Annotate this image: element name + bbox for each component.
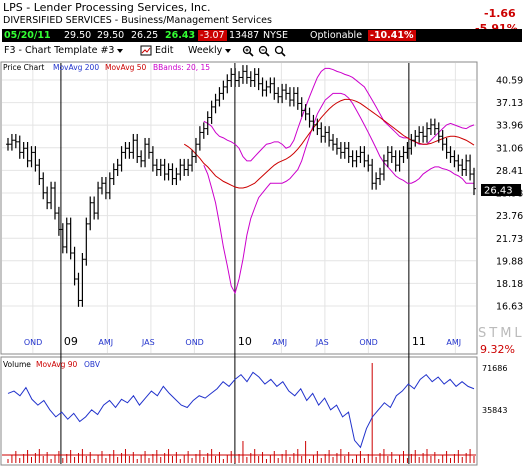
legend-volume: Volume: [3, 360, 31, 369]
quote-high: 29.50: [97, 30, 125, 41]
template-label: F3 - Chart Template #3: [4, 45, 115, 56]
watermark-pct: 9.32%: [480, 343, 515, 356]
header-change: -1.66: [484, 7, 516, 20]
edit-button[interactable]: Edit: [140, 45, 173, 56]
time-tick-label: OND: [185, 338, 203, 347]
legend-ma50: MovAvg 50: [105, 63, 147, 72]
price-tick-label: 21.73: [496, 234, 523, 245]
quote-date: 05/20/11: [4, 30, 51, 41]
chart-icon: [140, 45, 152, 56]
volume-axis: 71686 35843: [482, 364, 507, 415]
price-panel: [0, 61, 478, 355]
legend-obv: OBV: [84, 360, 101, 369]
volume-panel: [0, 356, 478, 466]
obv-series: [7, 371, 475, 449]
chart-subtitle: DIVERSIFIED SERVICES - Business/Manageme…: [3, 15, 272, 26]
quote-change: -3.07: [198, 30, 227, 41]
time-tick-label: 10: [238, 335, 252, 348]
chart-header: LPS - Lender Processing Services, Inc. D…: [0, 0, 525, 61]
period-select[interactable]: Weekly: [188, 45, 232, 56]
time-tick-label: AMJ: [272, 338, 287, 347]
time-tick-label: AMJ: [98, 338, 113, 347]
ma50-line: [183, 98, 475, 189]
quote-open: 29.50: [64, 30, 92, 41]
time-tick-label: OND: [359, 338, 377, 347]
legend-ma90: MovAvg 90: [36, 360, 78, 369]
edit-label: Edit: [155, 45, 174, 56]
price-bars: [6, 65, 476, 307]
quote-low: 26.25: [131, 30, 159, 41]
quote-pct: -10.41%: [368, 30, 416, 41]
chevron-down-icon: [225, 48, 232, 53]
last-price-label: 26.43: [484, 186, 513, 197]
price-tick-label: 23.76: [496, 211, 523, 222]
zoom-in-button[interactable]: [242, 45, 254, 60]
time-tick-label: 09: [64, 335, 78, 348]
time-tick-label: OND: [24, 338, 42, 347]
legend-price: Price Chart: [3, 63, 44, 72]
quote-bar: 05/20/11 29.50 29.50 26.25 26.43 -3.07 1…: [2, 29, 522, 42]
quote-exchange: NYSE: [263, 30, 288, 41]
bband-upper: [203, 67, 475, 162]
volume-tick-label: 35843: [482, 406, 507, 415]
quote-volume: 13487: [229, 30, 260, 41]
legend-bbands: BBands: 20, 15: [153, 63, 210, 72]
last-price-box: [481, 184, 521, 196]
quote-close: 26.43: [165, 30, 196, 41]
bband-lower: [203, 92, 474, 295]
price-tick-label: 31.06: [496, 143, 523, 154]
chart-toolbar: F3 - Chart Template #3 Edit Weekly: [2, 45, 522, 59]
price-tick-label: 37.13: [496, 98, 523, 109]
bollinger-bands: [203, 67, 475, 295]
watermark-text: STML: [478, 326, 525, 341]
moving-averages: [183, 98, 475, 189]
period-label: Weekly: [188, 45, 223, 56]
price-tick-label: 18.18: [496, 279, 523, 290]
legend-ma200: MovAvg 200: [53, 63, 99, 72]
template-select[interactable]: F3 - Chart Template #3: [4, 45, 124, 56]
time-tick-label: AMJ: [446, 338, 461, 347]
time-axis: OND 09 AMJ JAS OND 10 AMJ JAS OND 11 AMJ: [24, 335, 461, 348]
time-tick-label: JAS: [141, 338, 155, 347]
quote-optionable: Optionable: [310, 30, 363, 41]
zoom-in-icon: [242, 45, 254, 57]
zoom-reset-button[interactable]: [274, 45, 286, 60]
price-tick-label: 33.96: [496, 121, 523, 132]
time-tick-label: 11: [412, 335, 426, 348]
chevron-down-icon: [117, 48, 124, 53]
price-tick-label: 28.41: [496, 166, 523, 177]
price-tick-label: 19.88: [496, 256, 523, 267]
chart-title: LPS - Lender Processing Services, Inc.: [3, 1, 211, 14]
obv-line: [7, 371, 475, 449]
volume-bars: [2, 363, 476, 463]
zoom-out-button[interactable]: [258, 45, 270, 60]
zoom-out-icon: [258, 45, 270, 57]
price-tick-label: 40.59: [496, 76, 523, 87]
price-tick-label: 16.63: [496, 302, 523, 313]
zoom-reset-icon: [274, 45, 286, 57]
volume-tick-label: 71686: [482, 364, 507, 373]
time-tick-label: JAS: [315, 338, 329, 347]
